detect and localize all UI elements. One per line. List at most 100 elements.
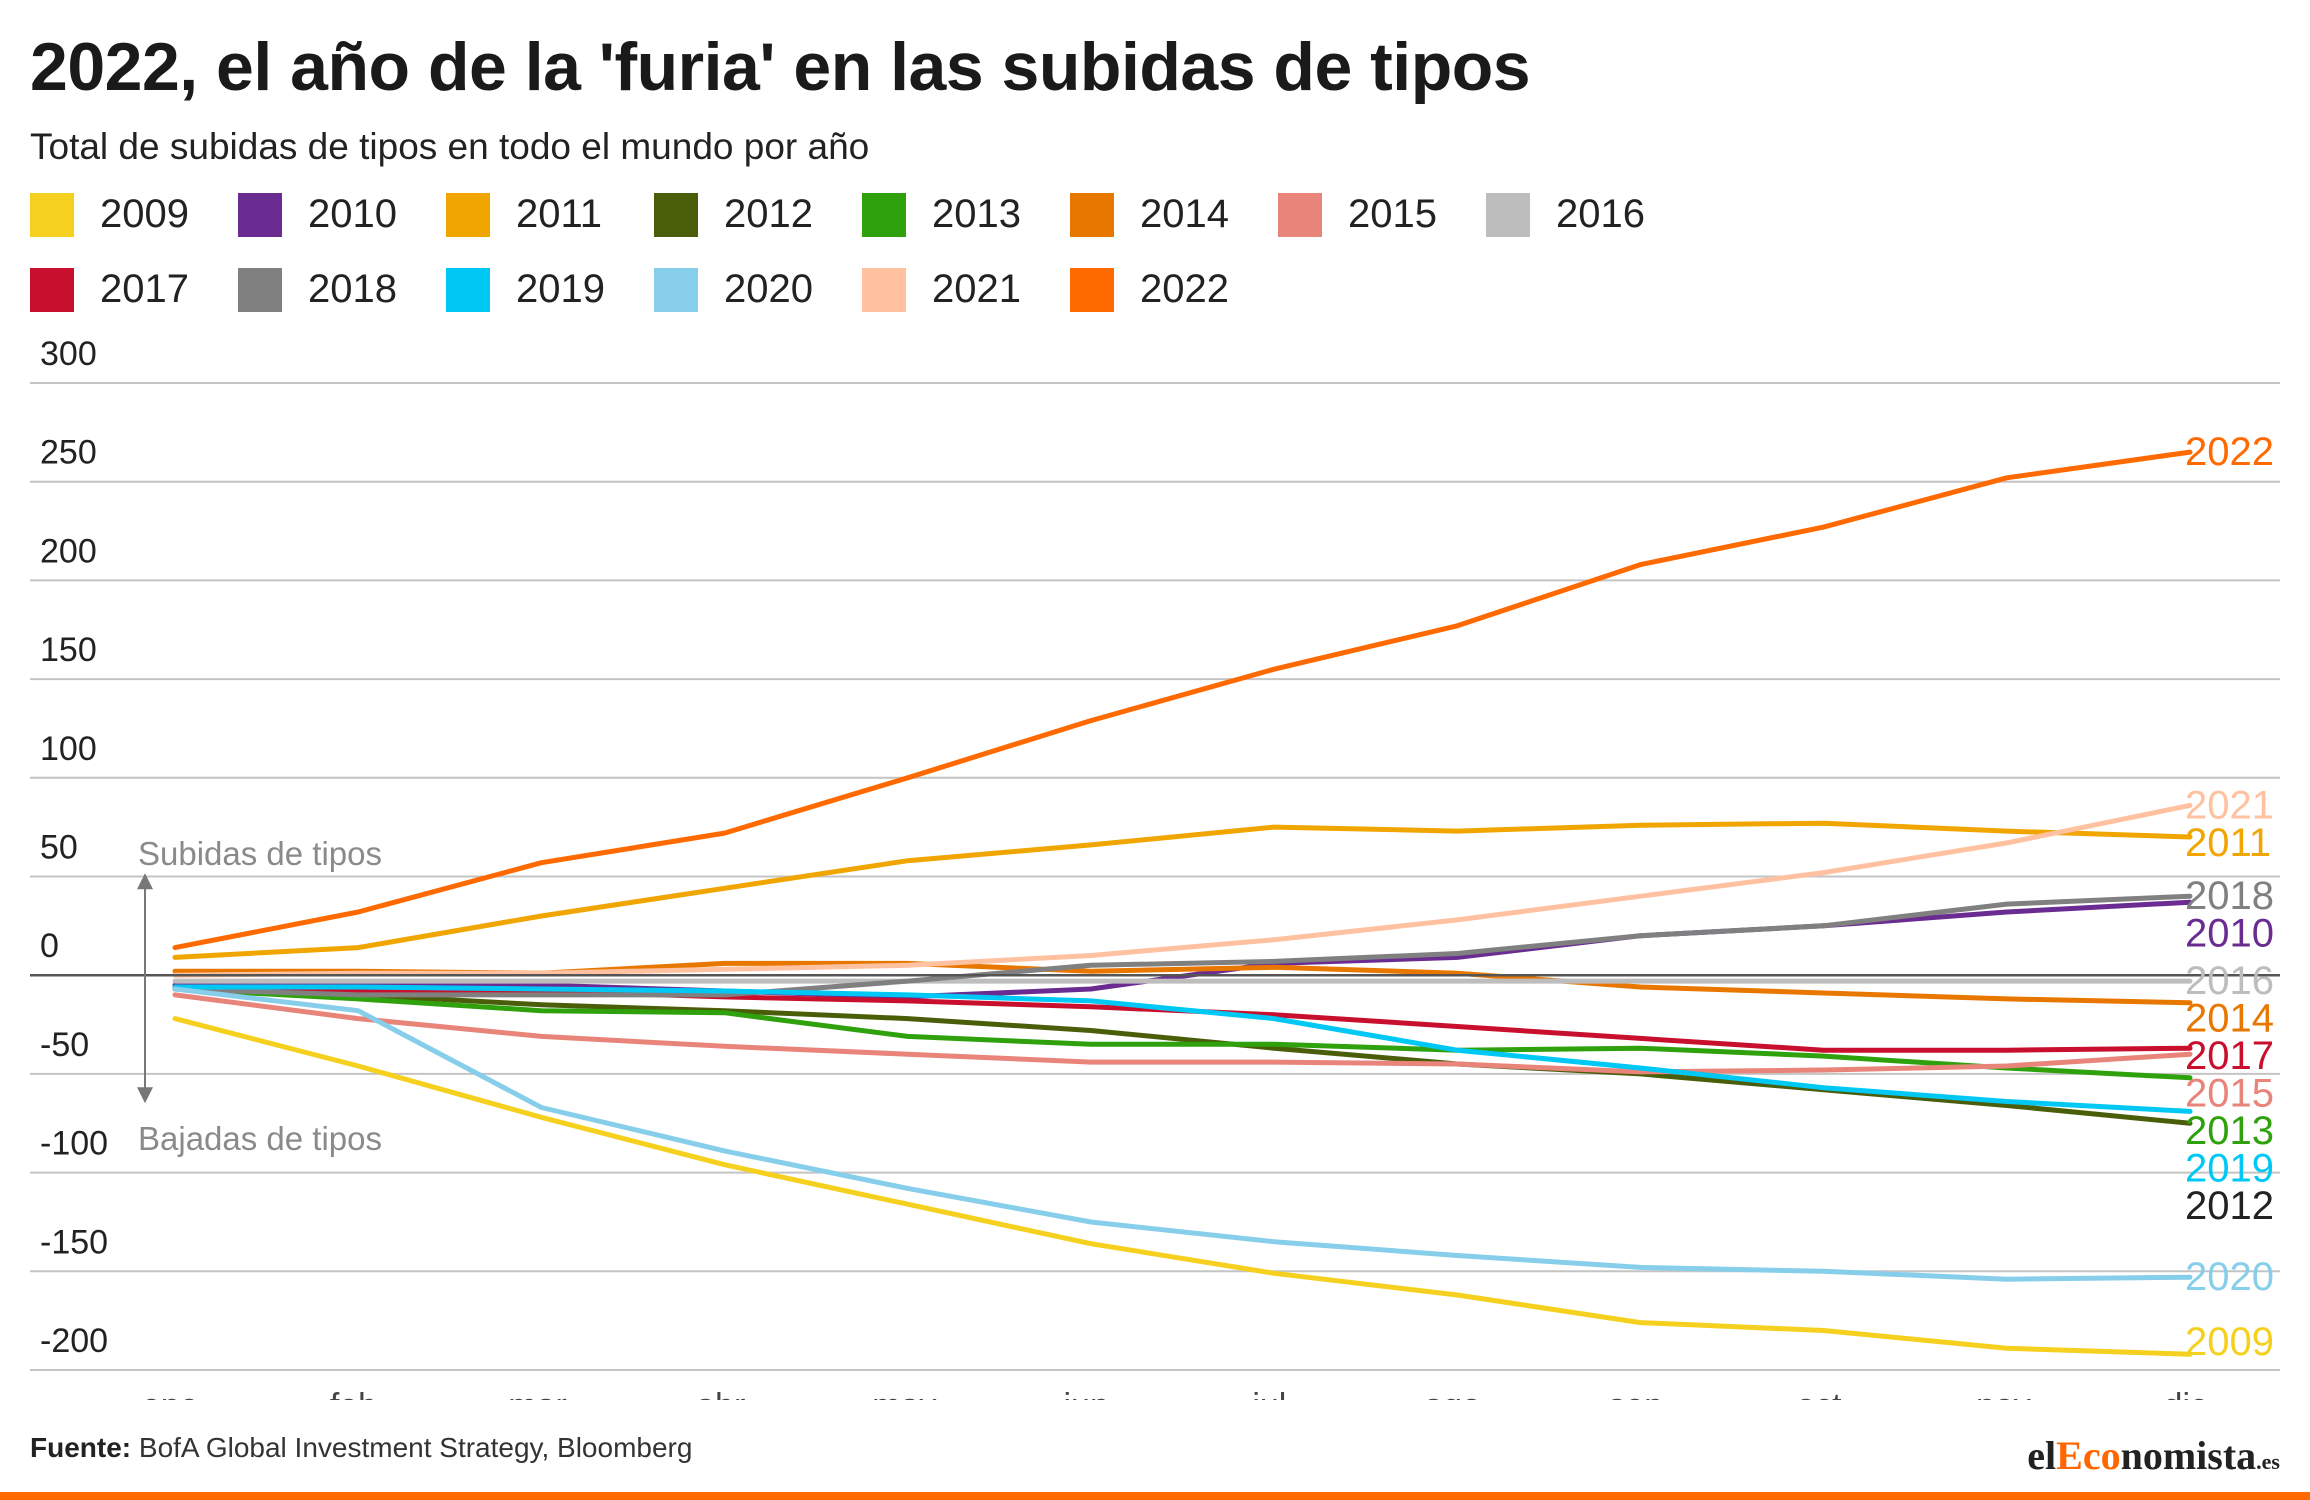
series-line-2019 (172, 984, 2193, 1114)
end-label-2019: 2019 (2185, 1147, 2274, 1191)
legend-item-2009: 2009 (30, 192, 238, 237)
series-line-2011 (172, 820, 2193, 960)
x-tick-label: oct. (1796, 1387, 1851, 1400)
end-label-2021: 2021 (2185, 783, 2274, 827)
legend-item-2011: 2011 (446, 192, 654, 237)
end-label-2013: 2013 (2185, 1109, 2274, 1153)
legend-item-2010: 2010 (238, 192, 446, 237)
legend-swatch-2013 (862, 192, 906, 237)
legend-item-2022: 2022 (1070, 267, 1278, 312)
x-tick-label: dic. (2164, 1387, 2217, 1400)
y-tick-label: 100 (40, 730, 97, 768)
legend-label-2016: 2016 (1556, 192, 1645, 236)
legend-swatch-2011 (446, 192, 490, 237)
legend-label-2019: 2019 (516, 267, 605, 311)
brand-rest: nomista (2120, 1433, 2257, 1478)
legend-label-2018: 2018 (308, 267, 397, 311)
legend-item-2017: 2017 (30, 267, 238, 312)
y-tick-label: 50 (40, 829, 78, 867)
footer-accent-bar (0, 1492, 2310, 1500)
legend-label-2022: 2022 (1140, 267, 1229, 311)
legend-label-2021: 2021 (932, 267, 1021, 311)
legend-swatch-2017 (30, 267, 74, 312)
annotation-down: Bajadas de tipos (138, 1120, 382, 1157)
legend-label-2020: 2020 (724, 267, 813, 311)
legend-item-2015: 2015 (1278, 192, 1486, 237)
end-label-2020: 2020 (2185, 1255, 2274, 1299)
legend-label-2017: 2017 (100, 267, 189, 311)
x-tick-label: may. (872, 1387, 943, 1400)
y-tick-label: 200 (40, 532, 97, 570)
legend-label-2009: 2009 (100, 192, 189, 236)
legend-swatch-2022 (1070, 267, 1114, 312)
line-chart: 300 250 200 150 100 50 0 -50 -100 -150 -200 ene. feb… (30, 340, 2280, 1400)
chart-subtitle: Total de subidas de tipos en todo el mun… (30, 126, 870, 167)
legend-swatch-2021 (862, 267, 906, 312)
annotation-up: Subidas de tipos (138, 835, 382, 872)
legend-label-2012: 2012 (724, 192, 813, 236)
legend-swatch-2019 (446, 267, 490, 312)
brand-tld: .es (2256, 1449, 2280, 1474)
series-line-2015 (172, 992, 2193, 1075)
legend-swatch-2009 (30, 192, 74, 237)
y-tick-label: 0 (40, 927, 59, 965)
source-label: Fuente: (30, 1432, 132, 1463)
legend-label-2013: 2013 (932, 192, 1021, 236)
chart-title: 2022, el año de la 'furia' en las subida… (30, 29, 1531, 105)
legend-item-2018: 2018 (238, 267, 446, 312)
series-line-2018 (172, 893, 2193, 998)
legend-swatch-2012 (654, 192, 698, 237)
end-label-2009: 2009 (2185, 1320, 2274, 1364)
series-line-2009 (172, 1016, 2193, 1357)
x-tick-label: jul. (1251, 1387, 1295, 1400)
x-tick-label: ene. (142, 1387, 208, 1400)
legend-swatch-2015 (1278, 192, 1322, 237)
series-line-2022 (172, 449, 2193, 951)
legend-item-2020: 2020 (654, 267, 862, 312)
source-text: BofA Global Investment Strategy, Bloombe… (138, 1432, 693, 1463)
x-tick-label: sep. (1608, 1387, 1672, 1400)
legend-label-2011: 2011 (516, 192, 603, 236)
legend-swatch-2020 (654, 267, 698, 312)
legend-swatch-2018 (238, 267, 282, 312)
brand-eco: Eco (2056, 1433, 2121, 1478)
end-label-2010: 2010 (2185, 912, 2274, 956)
end-label-2012: 2012 (2185, 1184, 2274, 1228)
annotation-arrow-down (137, 1087, 153, 1104)
legend-item-2014: 2014 (1070, 192, 1278, 237)
x-tick-label: feb. (330, 1387, 387, 1400)
legend-label-2010: 2010 (308, 192, 397, 236)
series-line-2021 (172, 802, 2193, 978)
y-tick-label: -50 (40, 1026, 89, 1064)
legend-item-2019: 2019 (446, 267, 654, 312)
end-label-2015: 2015 (2185, 1072, 2274, 1116)
x-tick-label: ago. (1424, 1387, 1490, 1400)
legend-item-2016: 2016 (1486, 192, 1694, 237)
end-label-2014: 2014 (2185, 997, 2274, 1041)
legend-label-2014: 2014 (1140, 192, 1229, 236)
end-label-2022: 2022 (2185, 430, 2274, 474)
legend-swatch-2014 (1070, 192, 1114, 237)
brand-el: el (2027, 1433, 2057, 1478)
brand-logo: elEconomista.es (2027, 1432, 2280, 1479)
y-tick-label: 150 (40, 631, 97, 669)
end-label-2017: 2017 (2185, 1034, 2274, 1078)
x-tick-label: jun. (1062, 1387, 1118, 1400)
legend-swatch-2010 (238, 192, 282, 237)
series-line-2020 (172, 986, 2193, 1282)
series-line-2013 (172, 986, 2193, 1081)
end-label-2018: 2018 (2185, 874, 2274, 918)
legend-item-2012: 2012 (654, 192, 862, 237)
end-label-2011: 2011 (2185, 821, 2271, 865)
y-tick-label: 300 (40, 340, 97, 373)
y-tick-label: -150 (40, 1223, 108, 1261)
x-tick-label: abr. (696, 1387, 753, 1400)
legend: 2009 2010 2011 2012 2013 2014 2015 2016 2017 2018… (30, 192, 1830, 312)
legend-item-2013: 2013 (862, 192, 1070, 237)
x-tick-label: mar. (508, 1387, 574, 1400)
y-tick-label: -100 (40, 1125, 108, 1163)
annotation-arrow-up (137, 873, 153, 890)
legend-label-2015: 2015 (1348, 192, 1437, 236)
y-tick-label: -200 (40, 1322, 108, 1360)
legend-item-2021: 2021 (862, 267, 1070, 312)
